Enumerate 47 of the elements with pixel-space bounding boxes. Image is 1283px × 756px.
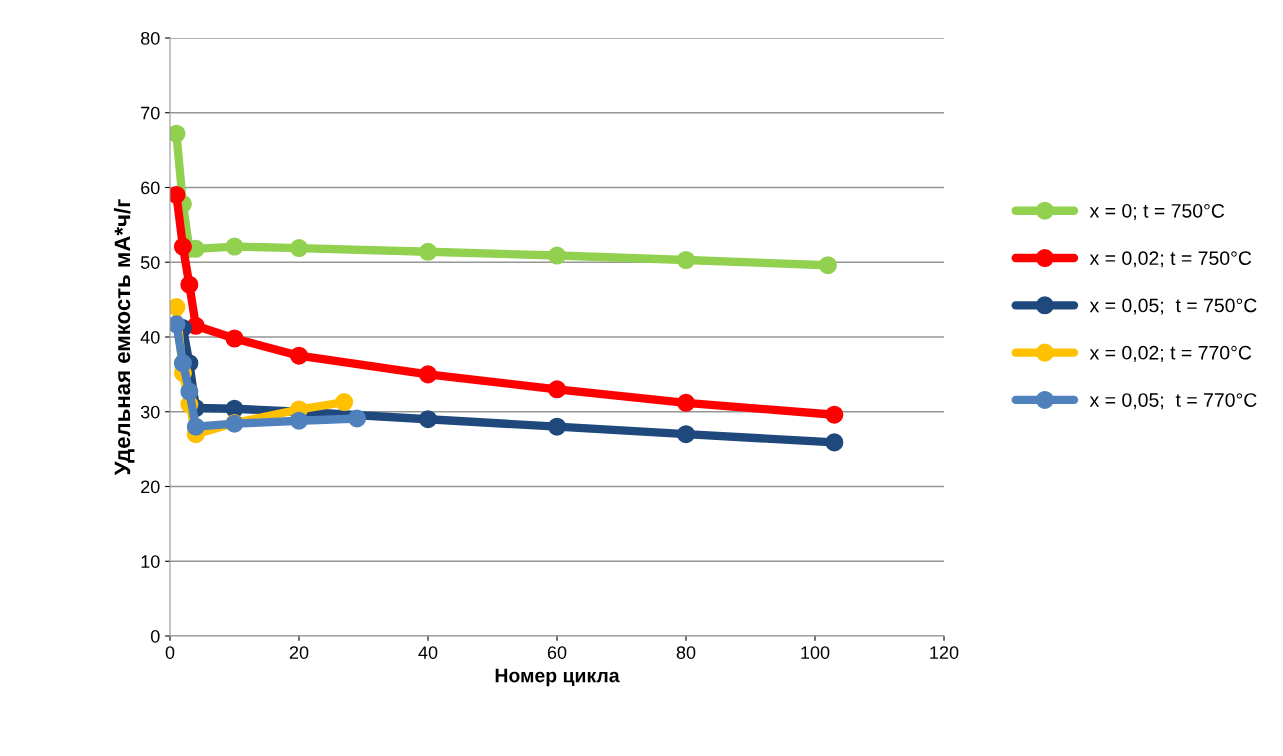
point	[225, 237, 244, 256]
y-axis-title: Удельная емкость мА*ч/г	[113, 199, 135, 476]
point	[173, 237, 192, 256]
y-tick-label: 40	[140, 330, 160, 344]
x-axis-title: Номер цикла	[495, 668, 620, 687]
legend-label: x = 0,05; t = 770°C	[1089, 393, 1257, 410]
point	[348, 409, 367, 428]
y-tick-label: 0	[150, 629, 160, 643]
x-tick-label: 40	[418, 646, 438, 659]
point	[289, 411, 309, 430]
x-tick-label: 0	[165, 646, 175, 659]
x-tick-label: 60	[547, 646, 567, 659]
y-tick-label: 30	[140, 405, 160, 419]
point	[547, 380, 567, 399]
x-tick-label: 100	[801, 646, 830, 659]
point	[173, 354, 192, 373]
point	[676, 393, 696, 412]
point	[547, 417, 567, 436]
x-tick-label: 20	[289, 646, 309, 659]
point	[818, 256, 837, 275]
point	[825, 405, 844, 424]
point	[289, 346, 309, 365]
legend-label: x = 0; t = 750°C	[1089, 203, 1225, 221]
point	[547, 246, 567, 265]
x-tick-label: 120	[930, 646, 959, 659]
y-tick-label: 70	[141, 106, 160, 120]
point	[335, 393, 354, 412]
legend-label: x = 0,05; t = 750°C	[1089, 298, 1257, 315]
point	[225, 329, 244, 348]
point	[676, 250, 696, 270]
point	[180, 275, 199, 294]
point	[418, 410, 438, 429]
point	[418, 365, 438, 384]
point	[825, 433, 844, 452]
point	[418, 242, 438, 261]
y-tick-label: 80	[140, 31, 160, 45]
point	[186, 417, 205, 436]
y-tick-label: 50	[140, 256, 160, 269]
y-tick-label: 20	[141, 480, 160, 494]
point	[289, 239, 309, 258]
x-tick-label: 80	[676, 646, 696, 659]
point	[676, 425, 696, 444]
y-tick-label: 10	[141, 555, 160, 568]
y-tick-label: 60	[141, 181, 160, 195]
legend-label: x = 0,02; t = 770°C	[1089, 345, 1252, 362]
point	[180, 382, 199, 401]
legend-label: x = 0,02; t = 750°C	[1089, 251, 1252, 268]
